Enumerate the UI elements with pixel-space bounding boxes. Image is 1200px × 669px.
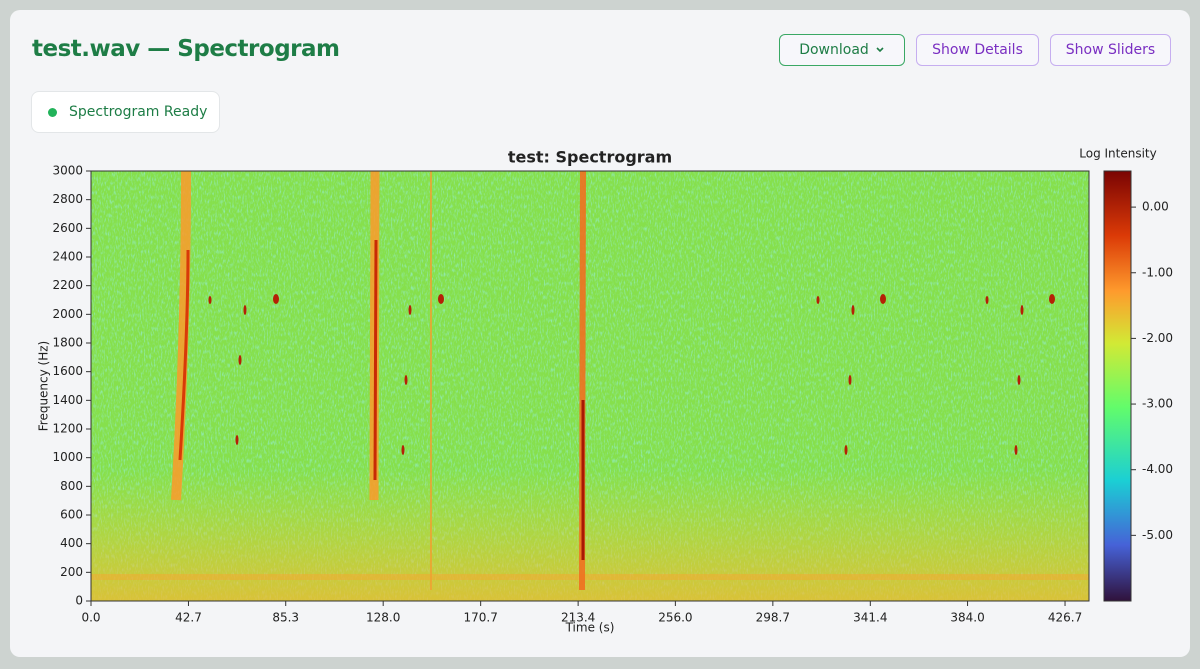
x-tick-label: 128.0 <box>366 611 400 625</box>
y-tick-label: 0 <box>75 594 83 608</box>
y-tick-label: 800 <box>60 479 83 493</box>
y-axis-label: Frequency (Hz) <box>37 341 51 432</box>
y-tick-label: 2200 <box>52 278 83 292</box>
y-tick-label: 2600 <box>52 221 83 235</box>
x-tick-label: 0.0 <box>81 611 100 625</box>
y-tick-label: 1400 <box>52 393 83 407</box>
button-label: Show Sliders <box>1065 42 1156 58</box>
chart-title: test: Spectrogram <box>508 148 672 167</box>
colorbar-tick-label: -4.00 <box>1142 462 1173 476</box>
spectrogram-image <box>90 170 1090 602</box>
x-tick-label: 42.7 <box>175 611 202 625</box>
sliders-button[interactable]: Show Sliders <box>1050 34 1171 66</box>
x-tick-label: 256.0 <box>658 611 692 625</box>
details-button[interactable]: Show Details <box>916 34 1039 66</box>
y-tick-label: 2000 <box>52 307 83 321</box>
x-tick-label: 213.4 <box>561 611 595 625</box>
y-tick-label: 1200 <box>52 422 83 436</box>
chevron-icon <box>876 47 884 53</box>
x-tick-label: 170.7 <box>463 611 497 625</box>
download-button[interactable]: Download <box>779 34 905 66</box>
y-tick-label: 2800 <box>52 192 83 206</box>
colorbar-tick-label: 0.00 <box>1142 200 1169 214</box>
colorbar <box>1103 170 1132 602</box>
button-label: Show Details <box>932 42 1023 58</box>
y-tick-label: 600 <box>60 508 83 522</box>
x-tick-label: 426.7 <box>1048 611 1082 625</box>
status-dot <box>48 107 57 117</box>
x-tick-label: 298.7 <box>756 611 790 625</box>
y-tick-label: 1000 <box>52 450 83 464</box>
button-label: Download <box>799 42 869 58</box>
colorbar-tick-label: -3.00 <box>1142 397 1173 411</box>
x-tick-label: 85.3 <box>272 611 299 625</box>
x-tick-label: 384.0 <box>950 611 984 625</box>
colorbar-tick-label: -5.00 <box>1142 528 1173 542</box>
x-axis-label: Time (s) <box>565 621 615 635</box>
y-tick-label: 1600 <box>52 364 83 378</box>
y-tick-label: 2400 <box>52 250 83 264</box>
y-tick-label: 1800 <box>52 336 83 350</box>
status-text: Spectrogram Ready <box>69 104 208 120</box>
x-tick-label: 341.4 <box>853 611 887 625</box>
colorbar-tick-label: -1.00 <box>1142 265 1173 279</box>
y-tick-label: 400 <box>60 536 83 550</box>
y-tick-label: 200 <box>60 565 83 579</box>
colorbar-label: Log Intensity <box>1079 147 1156 161</box>
y-tick-label: 3000 <box>52 164 83 178</box>
page-title: test.wav — Spectrogram <box>32 36 340 62</box>
colorbar-tick-label: -2.00 <box>1142 331 1173 345</box>
status-pill: Spectrogram Ready <box>31 91 220 133</box>
